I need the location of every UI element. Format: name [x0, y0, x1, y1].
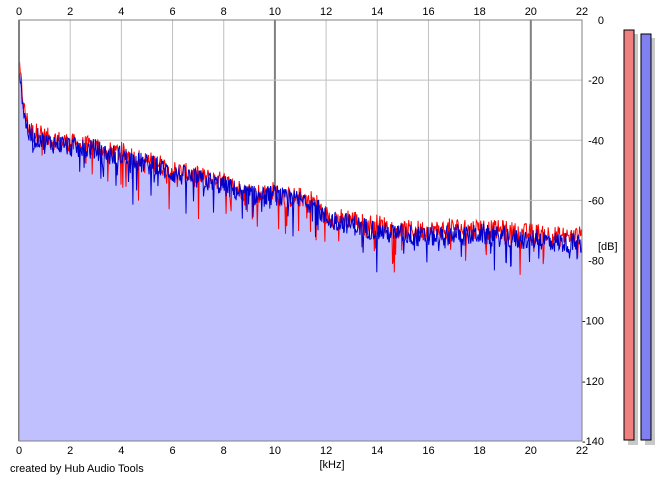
x-tick-label-top: 6	[169, 6, 175, 18]
credit-text: created by Hub Audio Tools	[10, 463, 144, 475]
x-tick-label-bottom: 2	[67, 445, 73, 457]
meter-left-bar	[623, 29, 635, 441]
y-tick-label: -20	[588, 75, 604, 87]
y-tick-label: -40	[588, 135, 604, 147]
x-tick-label-bottom: 0	[16, 445, 22, 457]
x-tick-label-top: 0	[16, 6, 22, 18]
meter-right-bar	[640, 33, 652, 441]
x-axis-label: [kHz]	[319, 459, 344, 471]
x-tick-label-bottom: 4	[118, 445, 124, 457]
y-tick-label: -120	[582, 376, 604, 388]
x-tick-label-top: 14	[371, 6, 383, 18]
x-tick-label-bottom: 22	[576, 445, 588, 457]
x-tick-label-top: 22	[576, 6, 588, 18]
x-tick-label-bottom: 14	[371, 445, 383, 457]
x-tick-label-bottom: 10	[269, 445, 281, 457]
x-tick-label-bottom: 6	[169, 445, 175, 457]
x-tick-label-bottom: 12	[320, 445, 332, 457]
level-meters	[623, 29, 655, 445]
x-tick-label-bottom: 16	[422, 445, 434, 457]
x-tick-label-top: 12	[320, 6, 332, 18]
y-tick-labels: 0 -20 -40 -60 -80 -100 -120 -140	[582, 15, 604, 448]
y-axis-label: [dB]	[598, 241, 618, 253]
y-tick-label: -140	[582, 436, 604, 448]
x-tick-labels-top: 0 2 4 6 8 10 12 14 16 18 20 22	[16, 6, 588, 18]
x-tick-label-top: 2	[67, 6, 73, 18]
x-tick-label-top: 18	[474, 6, 486, 18]
series-lines	[18, 62, 583, 275]
x-tick-label-top: 10	[269, 6, 281, 18]
x-tick-label-bottom: 20	[525, 445, 537, 457]
y-tick-label: 0	[598, 15, 604, 27]
x-tick-label-top: 16	[422, 6, 434, 18]
plot-frame	[18, 19, 583, 442]
x-tick-label-top: 8	[221, 6, 227, 18]
y-tick-label: -100	[582, 316, 604, 328]
y-tick-label: -60	[588, 195, 604, 207]
series-line-right-channel	[18, 73, 583, 273]
x-tick-labels-bottom: 0 2 4 6 8 10 12 14 16 18 20 22	[16, 445, 588, 457]
y-tick-label: -80	[588, 256, 604, 268]
x-tick-label-top: 4	[118, 6, 124, 18]
x-tick-label-bottom: 8	[221, 445, 227, 457]
x-tick-label-top: 20	[525, 6, 537, 18]
x-tick-label-bottom: 18	[474, 445, 486, 457]
